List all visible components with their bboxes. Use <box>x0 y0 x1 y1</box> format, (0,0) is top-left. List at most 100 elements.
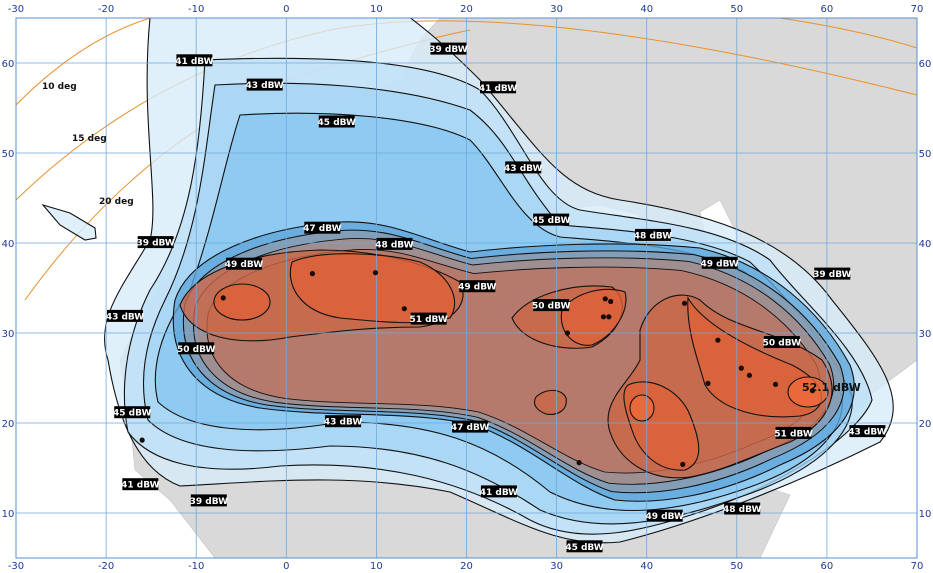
lat-tick-label-right: 30 <box>919 329 932 340</box>
lon-tick-label-top: 50 <box>730 4 743 15</box>
contour-label-background <box>246 78 283 91</box>
contour-label-background <box>225 257 262 270</box>
contour-label-background <box>533 299 570 312</box>
lon-tick-label-bottom: -30 <box>8 561 24 572</box>
lat-tick-label-left: 40 <box>2 239 15 250</box>
contour-label-text: 45 dBW <box>113 409 151 419</box>
axis-ticks: -30 -30 -20 -20 -10 -10 0 0 10 10 20 20 30 30 40 40 50 50… <box>2 4 932 572</box>
contour-label: 47 dBW <box>303 221 342 234</box>
contour-label-background <box>505 161 542 174</box>
contour-label-text: 45 dBW <box>565 543 603 553</box>
lon-tick-label-top: -30 <box>8 4 24 15</box>
contour-label-background <box>122 478 159 491</box>
contour-label: 51 dBW <box>409 312 448 325</box>
lon-tick-label-top: 30 <box>550 4 563 15</box>
site-marker <box>600 314 607 320</box>
lat-tick-label-left: 30 <box>2 329 15 340</box>
contour-label: 48 dBW <box>634 228 672 241</box>
site-marker <box>772 381 779 387</box>
contour-39-island <box>41 203 97 241</box>
lon-tick-label-bottom: 30 <box>550 561 563 572</box>
lon-tick-label-bottom: 50 <box>730 561 743 572</box>
contour-label: 43 dBW <box>245 78 284 91</box>
contour-label: 47 dBW <box>451 420 489 433</box>
site-marker <box>809 388 816 394</box>
lat-tick-label-right: 20 <box>919 419 932 430</box>
contour-label-text: 50 dBW <box>532 302 570 312</box>
lon-tick-label-top: 10 <box>370 4 383 15</box>
contour-label-text: 41 dBW <box>479 84 517 94</box>
elevation-arc-10 <box>16 18 917 106</box>
site-marker <box>576 460 582 466</box>
lat-tick-label-right: 40 <box>919 239 932 250</box>
site-marker <box>715 337 721 343</box>
contour-label-background <box>849 425 886 438</box>
lon-tick-label-top: -20 <box>98 4 114 15</box>
contour-label-text: 49 dBW <box>225 260 263 270</box>
lon-tick-label-bottom: 70 <box>911 561 924 572</box>
contour-label: 49 dBW <box>700 256 739 269</box>
contour-label-text: 43 dBW <box>504 164 542 174</box>
lat-tick-label-left: 10 <box>2 509 15 520</box>
contour-label-text: 43 dBW <box>245 81 283 91</box>
graticule <box>16 18 917 558</box>
contour-label: 39 dBW <box>813 267 852 280</box>
site-marker <box>602 296 608 302</box>
lon-tick-label-top: 20 <box>460 4 473 15</box>
contour-label: 51 dBW <box>774 426 813 439</box>
contour-label-text: 48 dBW <box>375 240 413 250</box>
contour-label-text: 39 dBW <box>136 239 174 249</box>
elevation-label-10: 10 deg <box>42 82 77 92</box>
lat-tick-label-right: 60 <box>919 59 932 70</box>
contour-label-background <box>114 406 151 419</box>
site-marker <box>705 380 711 386</box>
contour-label: 41 dBW <box>480 485 518 498</box>
contour-label: 49 dBW <box>458 280 497 293</box>
site-marker <box>401 306 407 312</box>
contour-label: 43 dBW <box>324 415 362 428</box>
elevation-label-20: 20 deg <box>99 197 134 207</box>
lat-tick-label-left: 20 <box>2 419 15 430</box>
contour-label-background <box>635 228 672 241</box>
contour-label-text: 51 dBW <box>409 315 447 325</box>
contour-label-text: 39 dBW <box>813 270 851 280</box>
contour-label: 49 dBW <box>225 257 263 270</box>
contour-51-algeria-tunisia <box>289 253 456 324</box>
contour-label-background <box>376 237 413 250</box>
contour-label-background <box>724 502 761 515</box>
peak-eirp-label: 52.1 dBW <box>802 381 861 394</box>
site-marker <box>309 271 316 277</box>
contour-51-morocco <box>213 283 271 321</box>
contour-label-text: 43 dBW <box>106 312 144 322</box>
contour-label-background <box>701 256 738 269</box>
contour-label-background <box>533 213 570 226</box>
lon-tick-label-bottom: 60 <box>821 561 834 572</box>
site-marker <box>680 461 686 467</box>
contour-label-text: 48 dBW <box>634 231 672 241</box>
contour-label: 43 dBW <box>504 161 543 174</box>
map-plot-area: 39 dBW 41 dBW 43 dBW 45 dBW 41 dBW 43 dBW 47 d… <box>16 18 917 573</box>
lon-tick-label-top: 40 <box>640 4 653 15</box>
contour-label-text: 51 dBW <box>774 429 812 439</box>
lon-tick-label-bottom: 20 <box>460 561 473 572</box>
contour-label-background <box>176 54 213 67</box>
contour-labels: 39 dBW 41 dBW 43 dBW 45 dBW 41 dBW 43 dBW 47 d… <box>106 42 887 573</box>
contour-label-text: 45 dBW <box>532 216 570 226</box>
contour-label-text: 49 dBW <box>646 512 684 522</box>
contour-label-text: 39 dBW <box>474 567 512 573</box>
contour-label: 43 dBW <box>848 425 887 438</box>
site-marker <box>746 372 753 378</box>
contour-label-text: 49 dBW <box>700 259 738 269</box>
lon-tick-label-top: 70 <box>911 4 924 15</box>
contour-label-background <box>304 221 341 234</box>
contour-label-background <box>325 415 362 428</box>
contour-label-background <box>566 540 603 553</box>
lat-tick-label-right: 10 <box>919 509 932 520</box>
contour-label: 41 dBW <box>479 81 517 94</box>
contour-label-text: 45 dBW <box>318 118 356 128</box>
contour-label: 45 dBW <box>113 406 151 419</box>
lon-tick-label-bottom: -20 <box>98 561 114 572</box>
contour-label-text: 49 dBW <box>458 283 496 293</box>
contour-label-text: 43 dBW <box>848 428 886 438</box>
contour-label-background <box>459 280 496 293</box>
